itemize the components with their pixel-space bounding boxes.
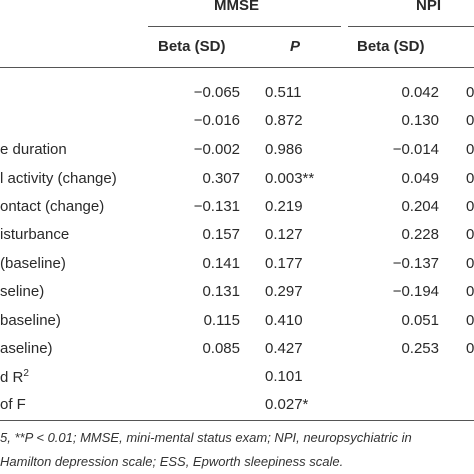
npi-p-cell-fragment: 0: [466, 340, 474, 357]
mmse-beta-cell: −0.002: [193, 141, 240, 158]
npi-beta-cell: −0.137: [392, 255, 439, 272]
row-label: ontact (change): [0, 198, 105, 215]
mmse-beta-cell: −0.065: [193, 84, 240, 101]
npi-p-cell-fragment: 0: [466, 170, 474, 187]
npi-p-cell-fragment: 0: [466, 112, 474, 129]
col-header-mmse-beta: Beta (SD): [158, 38, 226, 55]
table-footnote-line: Hamilton depression scale; ESS, Epworth …: [0, 454, 344, 469]
col-header-npi-beta: Beta (SD): [357, 38, 425, 55]
row-label: l activity (change): [0, 170, 117, 187]
mmse-group-underline: [148, 26, 341, 27]
npi-beta-cell: 0.051: [401, 312, 439, 329]
npi-beta-cell: 0.130: [401, 112, 439, 129]
mmse-beta-cell: 0.115: [203, 312, 240, 329]
npi-p-cell-fragment: 0: [466, 226, 474, 243]
row-label: aseline): [0, 340, 53, 357]
bottom-rule: [0, 420, 474, 421]
npi-p-cell-fragment: 0: [466, 141, 474, 158]
table-footnote-line: 5, **P < 0.01; MMSE, mini-mental status …: [0, 430, 412, 445]
mmse-p-cell: 0.427: [265, 340, 303, 357]
mmse-p-cell: 0.003**: [265, 170, 315, 187]
npi-p-cell-fragment: 0: [466, 312, 474, 329]
mmse-p-cell: 0.872: [265, 112, 303, 129]
npi-beta-cell: 0.049: [401, 170, 439, 187]
summary-label-superscript: 2: [23, 368, 29, 379]
summary-label: of F: [0, 396, 26, 413]
npi-p-cell-fragment: 0: [466, 198, 474, 215]
npi-p-cell-fragment: 0: [466, 84, 474, 101]
mmse-beta-cell: −0.131: [193, 198, 240, 215]
header-rule: [0, 67, 474, 68]
group-header-mmse: MMSE: [214, 0, 259, 14]
summary-mmse-p-cell: 0.101: [265, 368, 303, 385]
mmse-p-cell: 0.127: [265, 226, 303, 243]
summary-label: d R: [0, 369, 24, 386]
mmse-p-cell: 0.410: [265, 312, 303, 329]
mmse-p-cell: 0.297: [265, 283, 303, 300]
mmse-beta-cell: −0.016: [193, 112, 240, 129]
npi-beta-cell: −0.014: [392, 141, 439, 158]
mmse-p-cell: 0.177: [265, 255, 303, 272]
row-label: seline): [0, 283, 45, 300]
npi-beta-cell: 0.253: [401, 340, 439, 357]
npi-p-cell-fragment: 0: [466, 255, 474, 272]
row-label: (baseline): [0, 255, 66, 272]
mmse-p-cell: 0.986: [265, 141, 303, 158]
row-label: e duration: [0, 141, 67, 158]
npi-beta-cell: 0.042: [401, 84, 439, 101]
npi-beta-cell: −0.194: [392, 283, 439, 300]
npi-group-underline: [348, 26, 474, 27]
row-label: baseline): [0, 312, 61, 329]
summary-mmse-p-cell: 0.027*: [265, 396, 309, 413]
mmse-beta-cell: 0.141: [202, 255, 240, 272]
mmse-beta-cell: 0.307: [202, 170, 240, 187]
npi-beta-cell: 0.228: [401, 226, 439, 243]
col-header-mmse-p: P: [290, 38, 301, 55]
mmse-p-cell: 0.511: [265, 84, 302, 101]
mmse-beta-cell: 0.131: [202, 283, 240, 300]
group-header-npi: NPI: [416, 0, 442, 14]
row-label: isturbance: [0, 226, 70, 243]
mmse-beta-cell: 0.157: [202, 226, 240, 243]
mmse-beta-cell: 0.085: [202, 340, 240, 357]
npi-p-cell-fragment: 0: [466, 283, 474, 300]
npi-beta-cell: 0.204: [401, 198, 439, 215]
mmse-p-cell: 0.219: [265, 198, 303, 215]
